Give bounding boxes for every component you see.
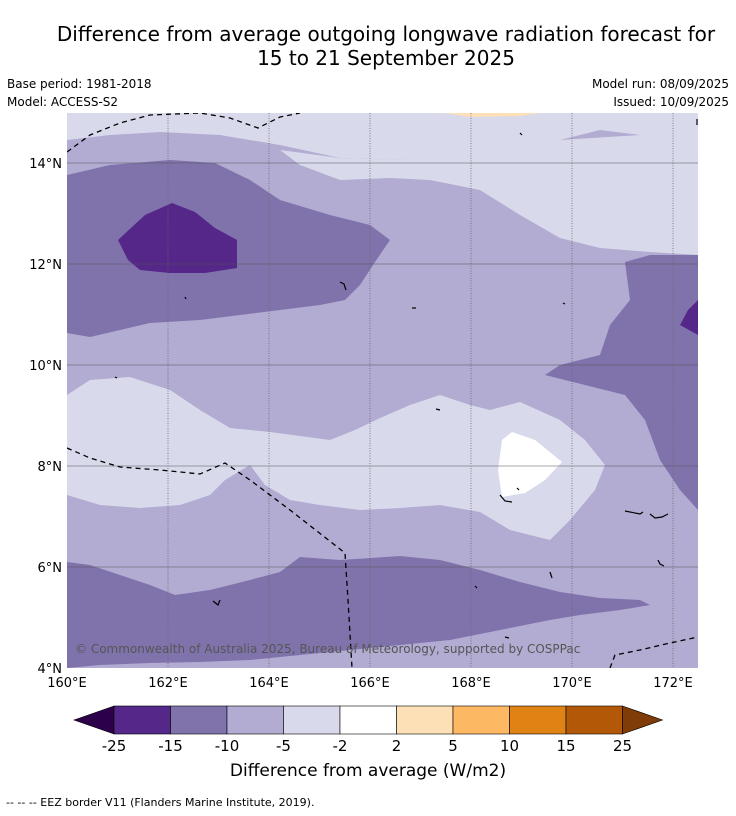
field-level-fee0b6	[445, 113, 540, 117]
copyright-notice: © Commonwealth of Australia 2025, Bureau…	[75, 642, 580, 656]
colorbar-swatch	[113, 705, 171, 735]
colorbar-tick-label: 10	[500, 737, 519, 755]
field-level-8073ac	[545, 255, 698, 510]
colorbar-swatch	[452, 705, 510, 735]
field-level-d8daeb	[67, 377, 605, 540]
island	[562, 302, 566, 305]
eez-borders	[67, 113, 698, 668]
island	[339, 281, 347, 291]
island	[516, 487, 520, 491]
lon-label: 164°E	[249, 676, 289, 691]
island	[435, 408, 441, 411]
lat-axis: 14°N 12°N 10°N 8°N 6°N 4°N	[29, 157, 62, 677]
colorbar-tick-label: -10	[215, 737, 240, 755]
island	[649, 513, 669, 519]
colorbar-tick-label: 25	[613, 737, 632, 755]
eez-border	[67, 447, 353, 668]
colorbar-tick-label: -5	[276, 737, 291, 755]
lon-label: 160°E	[47, 676, 87, 691]
island	[212, 599, 221, 606]
chart-title: Difference from average outgoing longwav…	[0, 22, 736, 70]
gridlines	[167, 113, 674, 668]
colorbar	[73, 705, 664, 735]
colorbar-tick-label: -25	[102, 737, 127, 755]
lon-label: 168°E	[451, 676, 491, 691]
island	[519, 132, 523, 136]
island	[504, 636, 510, 639]
lon-label: 166°E	[350, 676, 390, 691]
colorbar-swatch	[396, 705, 454, 735]
island	[499, 494, 513, 503]
lon-label: 170°E	[552, 676, 592, 691]
colorbar-swatch	[509, 705, 567, 735]
base-period: Base period: 1981-2018	[7, 77, 152, 91]
colorbar-tick-label: -2	[333, 737, 348, 755]
lat-label: 6°N	[38, 561, 63, 576]
colorbar-swatch	[339, 705, 397, 735]
model-name: Model: ACCESS-S2	[7, 95, 119, 109]
map-area	[67, 113, 698, 668]
lon-label: 162°E	[148, 676, 188, 691]
field-level-542788	[118, 203, 237, 273]
colorbar-tick-label: 15	[556, 737, 575, 755]
colorbar-swatch	[283, 705, 341, 735]
colorbar-tick-label: -15	[158, 737, 183, 755]
colorbar-extend-high	[622, 705, 664, 735]
gridlines-lat	[67, 162, 698, 568]
lat-label: 4°N	[38, 662, 63, 677]
field-level-d8daeb	[280, 135, 698, 255]
lat-label: 10°N	[29, 359, 62, 374]
meta-right: Model run: 08/09/2025 Issued: 10/09/2025	[592, 75, 729, 111]
lat-label: 8°N	[38, 460, 63, 475]
island	[657, 559, 665, 567]
island	[474, 585, 478, 589]
title-line-1: Difference from average outgoing longwav…	[56, 22, 716, 46]
island	[184, 296, 187, 300]
colorbar-swatch	[226, 705, 284, 735]
field-level-ffffff	[498, 432, 562, 497]
colorbar-extend-low	[73, 705, 115, 735]
lon-axis: 160°E 162°E 164°E 166°E 168°E 170°E 172°…	[47, 676, 693, 691]
colorbar-swatch	[565, 705, 623, 735]
island	[624, 510, 644, 515]
model-run: Model run: 08/09/2025	[591, 77, 729, 91]
island	[114, 376, 118, 379]
colorbar-swatch	[170, 705, 228, 735]
colorbar-tick-label: 2	[392, 737, 402, 755]
colorbar-tick-label: 5	[448, 737, 458, 755]
field-level-d8daeb	[67, 113, 698, 160]
lat-label: 14°N	[29, 157, 62, 172]
issued-date: Issued: 10/09/2025	[613, 95, 729, 109]
lon-label: 172°E	[653, 676, 693, 691]
title-line-2: 15 to 21 September 2025	[257, 46, 515, 70]
field-level-8073ac	[67, 556, 650, 668]
field-level-542788	[680, 300, 698, 335]
island	[549, 571, 553, 579]
lat-label: 12°N	[29, 258, 62, 273]
eez-border	[67, 113, 301, 153]
islands	[114, 119, 698, 639]
colorbar-ticks: -25 -15 -10 -5 -2 2 5 10 15 25	[102, 737, 632, 755]
eez-legend-note: -- -- -- EEZ border V11 (Flanders Marine…	[6, 796, 315, 809]
meta-left: Base period: 1981-2018 Model: ACCESS-S2	[7, 75, 152, 111]
colorbar-title: Difference from average (W/m2)	[229, 761, 507, 781]
eez-border	[609, 636, 698, 668]
